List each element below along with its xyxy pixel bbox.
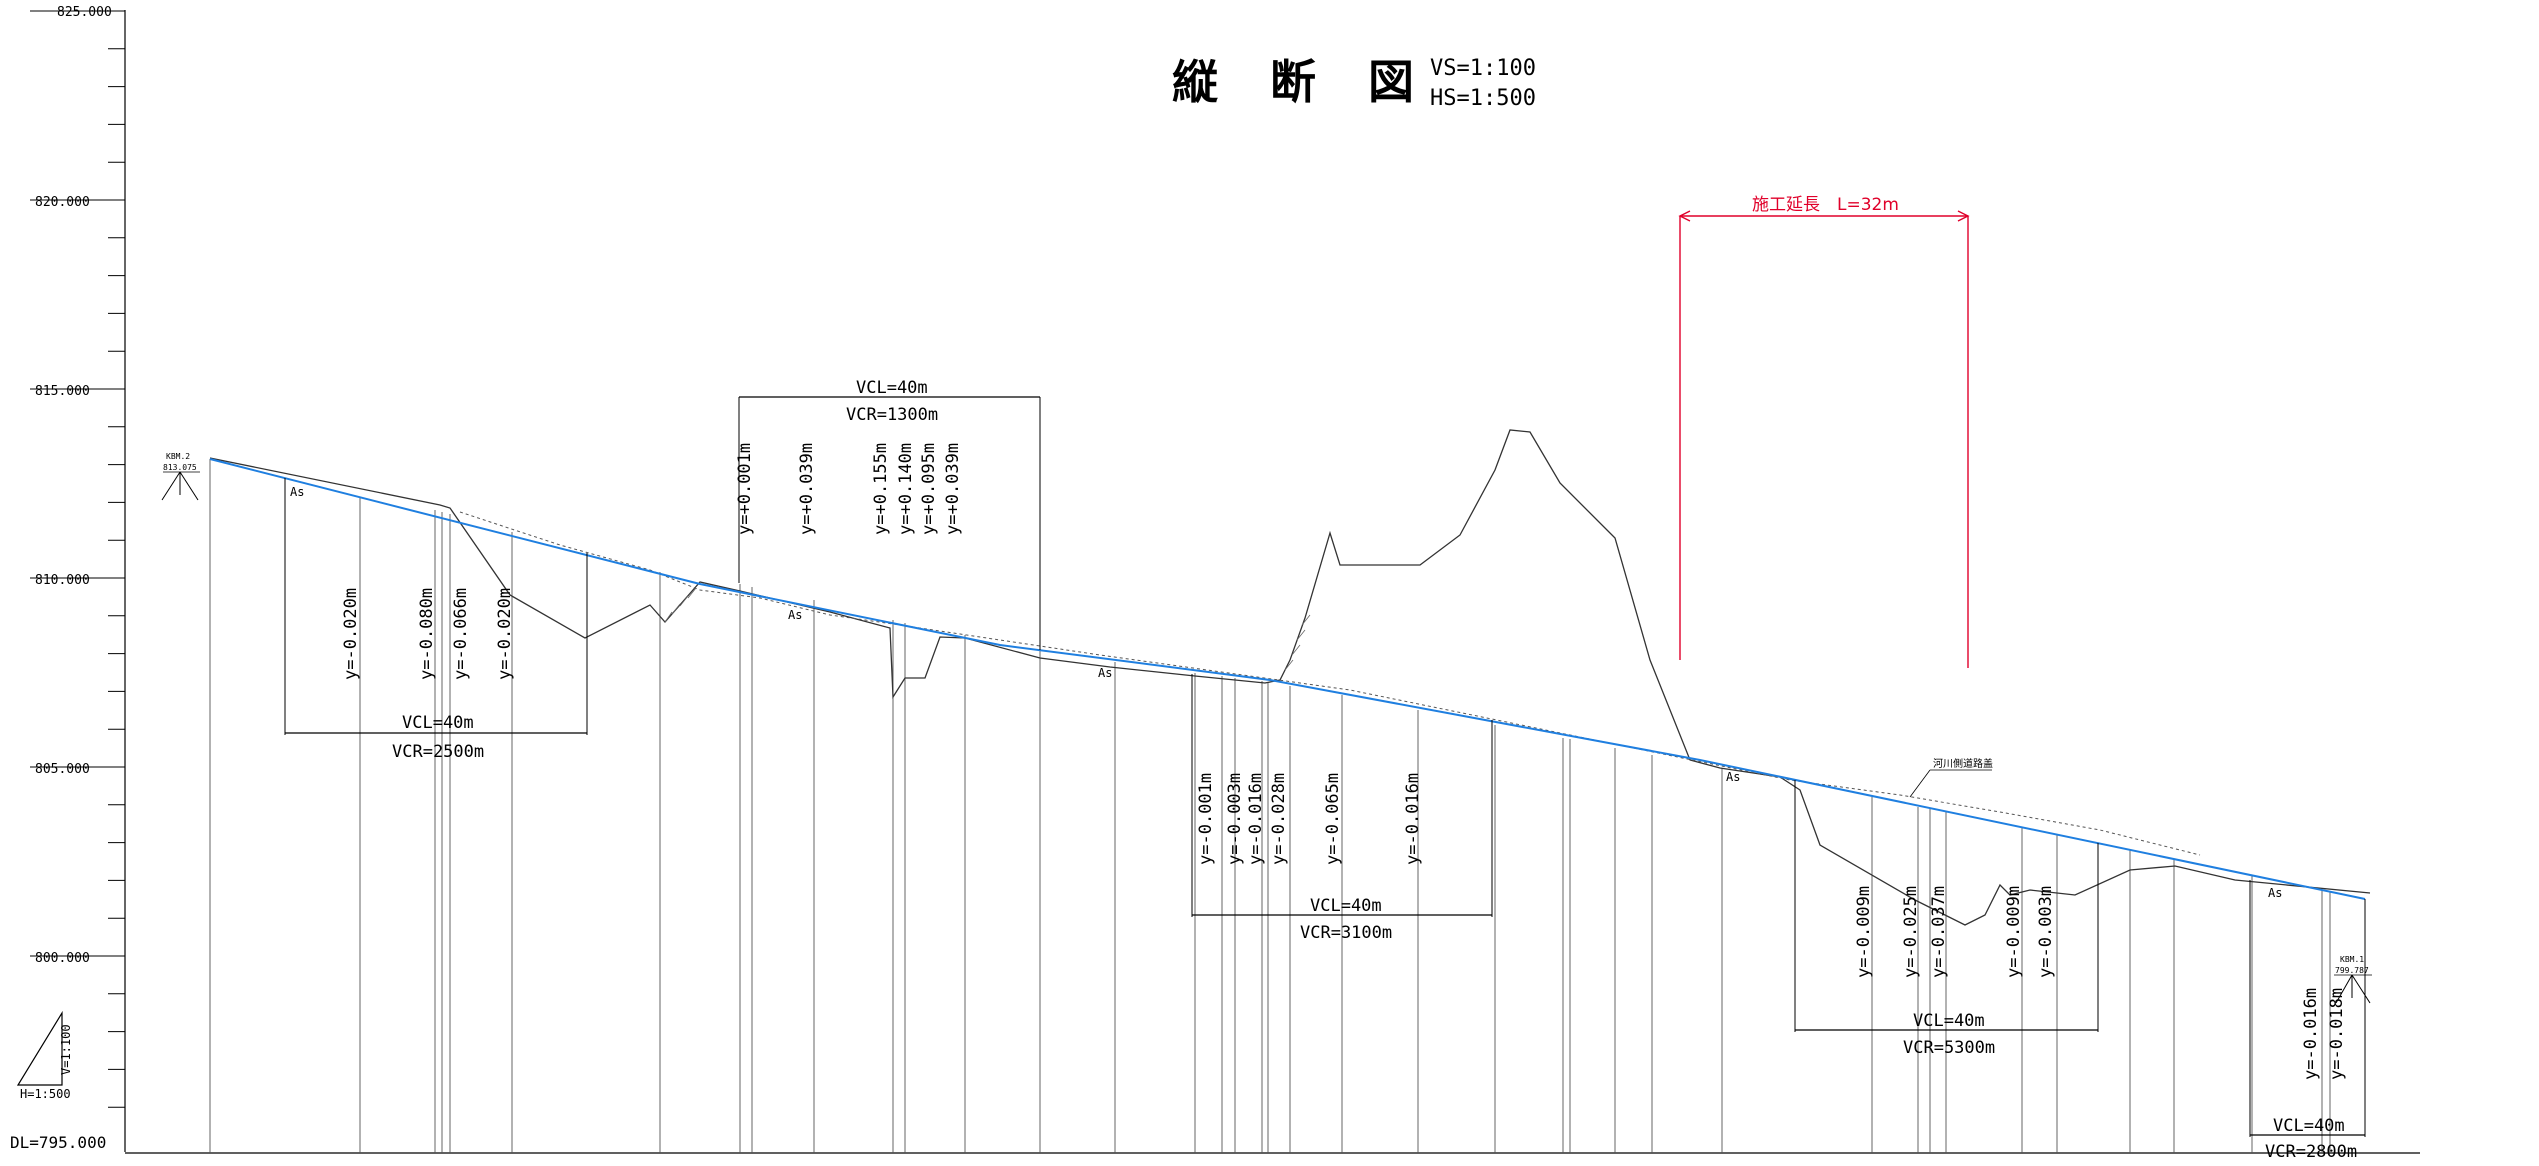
benchmark-elev: 799.787	[2335, 966, 2369, 975]
offset-label: y=-0.003m	[2036, 886, 2056, 978]
vertical-curve-4: VCL=40m VCR=5300m y=-0.009m y=-0.025m y=…	[1794, 780, 2099, 1058]
elev-label-825: 825.000	[57, 5, 112, 20]
surface-code: As	[1726, 770, 1740, 784]
slope-hatching	[664, 587, 1311, 671]
elev-label-810: 810.000	[35, 573, 90, 588]
elevation-axis: 825.000 820.000 815.000 810.000 805.000 …	[10, 5, 126, 1152]
offset-label: y=-0.016m	[1246, 773, 1266, 865]
vcr-label: VCR=3100m	[1300, 923, 1392, 943]
vertical-curve-1: VCL=40m VCR=2500m y=-0.020m y=-0.080m y=…	[284, 478, 588, 762]
offset-label: y=+0.039m	[943, 443, 963, 535]
vertical-curve-5: VCL=40m VCR=2800m y=-0.016m y=-0.018m	[2249, 880, 2366, 1162]
scale-triangle-v: V=1:100	[59, 1024, 73, 1075]
scale-triangle: H=1:500 V=1:100	[16, 1010, 73, 1101]
surface-code: As	[2268, 886, 2282, 900]
surface-codes: As As As As As	[290, 485, 2282, 900]
existing-ground-line	[209, 429, 2371, 926]
construction-extent	[1678, 210, 1970, 668]
vertical-curve-2: VCL=40m VCR=1300m y=+0.001m y=+0.039m y=…	[735, 378, 1041, 650]
benchmark-name: KBM.2	[166, 452, 190, 461]
surface-code: As	[290, 485, 304, 499]
scale-triangle-h: H=1:500	[20, 1087, 71, 1101]
benchmark-kbm1: KBM.1 799.787	[2334, 955, 2372, 1004]
existing-ground-dashed	[459, 511, 2201, 856]
vcr-label: VCR=1300m	[846, 405, 938, 425]
offset-label: y=+0.140m	[896, 443, 916, 535]
offset-label: y=-0.080m	[417, 588, 437, 680]
offset-label: y=-0.009m	[1854, 886, 1874, 978]
axis-ticks	[108, 48, 125, 1108]
vcl-label: VCL=40m	[1913, 1011, 1985, 1031]
offset-label: y=+0.095m	[919, 443, 939, 535]
offset-label: y=+0.039m	[797, 443, 817, 535]
surface-code: As	[788, 608, 802, 622]
construction-length-label: 施工延長 L=32m	[1752, 195, 1899, 215]
datum-label: DL=795.000	[10, 1133, 106, 1152]
offset-label: y=-0.028m	[1269, 773, 1289, 865]
offset-label: y=-0.020m	[495, 588, 515, 680]
benchmark-elev: 813.075	[163, 463, 197, 472]
vcr-label: VCR=5300m	[1903, 1038, 1995, 1058]
offset-label: y=-0.009m	[2004, 886, 2024, 978]
station-lines	[209, 459, 2331, 1153]
offset-label: y=-0.018m	[2327, 988, 2347, 1080]
offset-label: y=-0.016m	[2301, 988, 2321, 1080]
offset-label: y=+0.155m	[871, 443, 891, 535]
offset-label: y=+0.001m	[735, 443, 755, 535]
vcl-label: VCL=40m	[1310, 896, 1382, 916]
vcr-label: VCR=2800m	[2265, 1142, 2357, 1161]
offset-label: y=-0.016m	[1403, 773, 1423, 865]
road-note-leader	[1909, 769, 1931, 798]
vcl-label: VCL=40m	[856, 378, 928, 398]
elev-label-800: 800.000	[35, 951, 90, 966]
offset-label: y=-0.001m	[1196, 773, 1216, 865]
benchmark-name: KBM.1	[2340, 955, 2364, 964]
road-note: 河川側道路盖	[1933, 757, 1993, 770]
horizontal-scale: HS=1:500	[1430, 86, 1536, 111]
offset-label: y=-0.003m	[1225, 773, 1245, 865]
offset-label: y=-0.025m	[1901, 886, 1921, 978]
surface-code: As	[1098, 666, 1112, 680]
elev-label-805: 805.000	[35, 762, 90, 777]
offset-label: y=-0.020m	[341, 588, 361, 680]
vertical-scale: VS=1:100	[1430, 56, 1536, 81]
offset-label: y=-0.066m	[451, 588, 471, 680]
vcr-label: VCR=2500m	[392, 742, 484, 762]
elev-label-820: 820.000	[35, 195, 90, 210]
planned-grade-line	[209, 458, 2366, 900]
offset-label: y=-0.037m	[1929, 886, 1949, 978]
elev-label-815: 815.000	[35, 384, 90, 399]
drawing-title: 縦 断 図	[1172, 55, 1432, 109]
vertical-curve-3: VCL=40m VCR=3100m y=-0.001m y=-0.003m y=…	[1191, 674, 1493, 943]
vcl-label: VCL=40m	[2273, 1116, 2345, 1136]
offset-label: y=-0.065m	[1323, 773, 1343, 865]
benchmark-kbm2: KBM.2 813.075	[161, 452, 200, 501]
vcl-label: VCL=40m	[402, 713, 474, 733]
